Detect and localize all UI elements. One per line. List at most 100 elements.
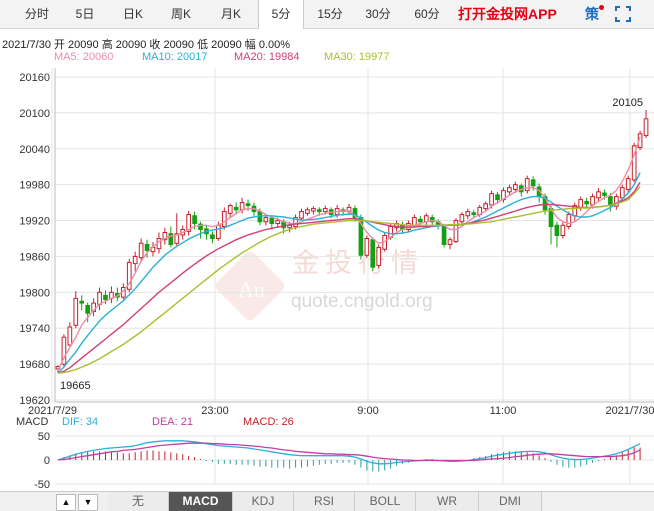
ma30-legend: MA30: 19977 <box>324 51 390 63</box>
x-tick-label: 11:00 <box>490 405 517 417</box>
candle-up <box>619 187 625 199</box>
candlestick-chart[interactable]: Au 金投行情 quote.cngold.org 20160 20100 20040… <box>0 0 654 491</box>
candle-up <box>311 208 316 212</box>
candle-up <box>275 220 281 225</box>
candle-up <box>186 214 191 232</box>
candle-up <box>596 191 601 199</box>
indicator-tab-rsi[interactable]: RSI <box>294 492 355 511</box>
candle-down <box>554 224 560 236</box>
candle-up <box>643 118 649 137</box>
notification-dot <box>599 5 604 10</box>
y-tick-label: 19980 <box>19 180 50 192</box>
indicator-tab-boll[interactable]: BOLL <box>355 492 416 511</box>
candle-up <box>216 224 221 239</box>
macd-hist-legend: MACD: 26 <box>243 416 294 428</box>
candle-up <box>299 211 304 219</box>
strategy-button[interactable]: 策 <box>585 6 599 22</box>
candle-down <box>103 294 108 301</box>
candle-up <box>263 217 269 223</box>
watermark-logo: Au <box>238 277 265 302</box>
candle-up <box>132 255 138 265</box>
candle-down <box>85 304 91 314</box>
y-tick-label: 19740 <box>19 323 50 335</box>
low-annotation: 19665 <box>60 380 91 392</box>
y-tick-label: 19920 <box>19 216 50 228</box>
dea-line <box>57 442 641 462</box>
y-tick-label: 19800 <box>19 287 50 299</box>
candle-up <box>305 209 310 214</box>
y-tick-label: 20160 <box>19 72 50 84</box>
macd-y-tick-label: 50 <box>38 431 50 443</box>
candle-up <box>453 220 459 242</box>
y-tick-label: 19680 <box>19 359 50 371</box>
indicator-tab-dmi[interactable]: DMI <box>479 492 542 511</box>
ma20-line <box>57 181 641 374</box>
candle-down <box>79 300 85 304</box>
scroll-up-button[interactable]: ▲ <box>56 494 76 511</box>
candle-up <box>376 246 382 266</box>
candle-down <box>168 233 174 245</box>
scroll-down-button[interactable]: ▼ <box>78 494 98 511</box>
candle-down <box>144 243 150 251</box>
candle-down <box>269 217 275 225</box>
candle-up <box>483 203 488 210</box>
fullscreen-icon[interactable] <box>615 6 631 22</box>
macd-y-tick-label: 0 <box>44 455 50 467</box>
indicator-tab-kdj[interactable]: KDJ <box>233 492 294 511</box>
tab-monthly-k[interactable]: 月K <box>220 7 241 21</box>
candle-up <box>566 214 572 228</box>
dif-legend: DIF: 34 <box>62 416 99 428</box>
candle-up <box>560 224 566 236</box>
tab-daily-k[interactable]: 日K <box>122 7 143 21</box>
tab-intraday[interactable]: 分时 <box>24 7 49 21</box>
period-tab-bar: 分时 5日 日K 周K 月K 5分 15分 30分 60分 打开金投网APP 策 <box>0 0 654 29</box>
candle-up <box>239 202 245 211</box>
candle-up <box>625 178 631 190</box>
candle-down <box>584 200 589 205</box>
candle-up <box>227 205 233 214</box>
open-app-link[interactable]: 打开金投网APP <box>458 6 557 22</box>
candle-down <box>495 194 500 201</box>
ma30-line <box>57 185 641 374</box>
tab-weekly-k[interactable]: 周K <box>170 7 191 21</box>
candle-up <box>489 193 494 206</box>
tab-60min[interactable]: 60分 <box>414 7 440 21</box>
candle-up <box>459 214 465 223</box>
ma10-line <box>57 172 641 374</box>
high-annotation: 20105 <box>612 97 643 109</box>
macd-y-tick-label: -50 <box>34 479 50 491</box>
tab-5day[interactable]: 5日 <box>75 7 95 21</box>
candle-down <box>530 179 536 187</box>
tab-30min[interactable]: 30分 <box>365 7 391 21</box>
candle-up <box>287 224 292 229</box>
candle-up <box>67 326 73 346</box>
x-tick-label: 2021/7/29 <box>28 405 77 417</box>
candle-up <box>91 302 96 312</box>
candle-down <box>602 192 607 196</box>
indicator-tab-wr[interactable]: WR <box>416 492 479 511</box>
watermark: Au 金投行情 quote.cngold.org <box>215 248 433 321</box>
candle-down <box>245 203 251 207</box>
tab-5min[interactable]: 5分 <box>258 0 304 29</box>
ohlc-info-line: 2021/7/30 开 20090 高 20090 收 20090 低 2009… <box>2 39 291 51</box>
y-tick-label: 20100 <box>19 108 50 120</box>
indicator-tab-none[interactable]: 无 <box>108 492 169 511</box>
candle-down <box>352 208 358 219</box>
candle-up <box>97 291 102 305</box>
dif-line <box>57 440 641 465</box>
candle-down <box>542 196 548 211</box>
candle-down <box>441 226 447 245</box>
watermark-url: quote.cngold.org <box>291 291 433 312</box>
indicator-tab-macd[interactable]: MACD <box>169 492 233 511</box>
tab-15min[interactable]: 15分 <box>317 7 343 21</box>
ma20-legend: MA20: 19984 <box>234 51 300 63</box>
candle-up <box>73 297 79 326</box>
candle-up <box>631 145 637 181</box>
candle-up <box>613 196 619 207</box>
ma10-legend: MA10: 20017 <box>142 51 208 63</box>
candle-down <box>429 217 435 223</box>
x-tick-label: 23:00 <box>201 405 229 417</box>
candle-up <box>322 208 328 213</box>
candle-up <box>364 237 370 256</box>
candle-up <box>465 211 471 217</box>
